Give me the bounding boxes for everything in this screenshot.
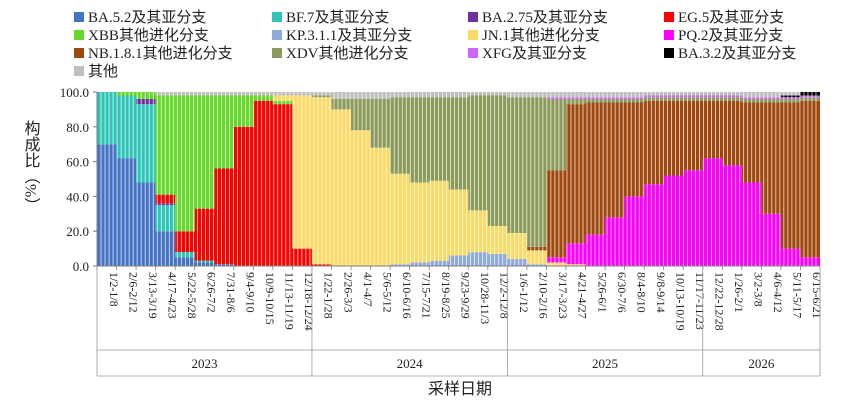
- legend-swatch: [468, 12, 478, 22]
- legend-item: BA.2.75及其亚分支: [468, 9, 608, 26]
- legend-label: BA.5.2及其亚分支: [88, 9, 206, 26]
- x-tick-label: 3/17-3/23: [556, 272, 570, 319]
- legend-label: XBB其他进化分支: [88, 27, 209, 44]
- legend-label: BF.7及其亚分支: [286, 9, 389, 26]
- x-tick-label: 1/6-1/12: [517, 272, 531, 313]
- x-tick-label: 4/6-4/12: [771, 272, 785, 313]
- legend-item: PQ.2及其亚分支: [664, 27, 783, 44]
- y-tick-label: 80.0: [66, 120, 89, 135]
- x-tick-label: 2/10-2/16: [537, 272, 551, 319]
- x-tick-label: 4/21-4/27: [576, 272, 590, 319]
- x-tick-label: 9/4-9/10: [244, 272, 258, 313]
- x-tick-label: 4/1-4/7: [361, 272, 375, 307]
- x-tick-label: 11/17-11/23: [693, 272, 707, 330]
- x-tick-label: 3/13-3/19: [146, 272, 160, 319]
- x-tick-label: 7/15-7/21: [419, 272, 433, 319]
- x-tick-label: 10/28-11/3: [478, 272, 492, 324]
- y-axis: 0.0 20.0 40.0 60.0 80.0 100.0: [60, 85, 98, 274]
- x-axis: 1/2-1/8 2/6-2/12 3/13-3/19 4/17-4/23 5/22-5/…: [96, 265, 824, 377]
- legend-swatch: [664, 30, 674, 40]
- x-tick-label: 3/2-3/8: [752, 272, 766, 307]
- x-tick-label: 5/26-6/1: [595, 272, 609, 313]
- legend-item: BA.5.2及其亚分支: [74, 9, 206, 26]
- x-tick-label: 12/22-12/28: [713, 272, 727, 331]
- year-label: 2026: [748, 356, 775, 371]
- x-tick-label: 12/18-12/24: [302, 272, 316, 331]
- legend-swatch: [74, 30, 84, 40]
- x-tick-label: 2/6-2/12: [126, 272, 140, 313]
- legend-item: 其他: [74, 63, 118, 80]
- x-axis-title: 采样日期: [428, 380, 492, 398]
- legend-label: BA.3.2及其亚分支: [678, 45, 796, 62]
- legend-item: EG.5及其亚分支: [664, 9, 784, 26]
- year-label: 2025: [592, 356, 618, 371]
- x-tick-label: 5/22-5/28: [185, 272, 199, 319]
- legend-label: JN.1其他进化分支: [482, 27, 600, 44]
- legend-label: BA.2.75及其亚分支: [482, 9, 608, 26]
- x-tick-label: 10/9-10/15: [263, 272, 277, 325]
- legend-label: XFG及其亚分支: [482, 45, 587, 62]
- year-label: 2023: [191, 356, 217, 371]
- legend-swatch: [272, 48, 282, 58]
- legend-swatch: [272, 12, 282, 22]
- x-tick-label: 4/17-4/23: [165, 272, 179, 319]
- x-tick-label: 5/11-5/17: [791, 272, 805, 318]
- y-tick-label: 0.0: [73, 259, 89, 274]
- x-tick-label: 5/6-5/12: [380, 272, 394, 313]
- x-tick-label: 7/31-8/6: [224, 272, 238, 313]
- x-tick-label: 9/23-9/29: [459, 272, 473, 319]
- y-tick-label: 100.0: [60, 85, 89, 100]
- legend-item: NB.1.8.1其他进化分支: [74, 45, 233, 62]
- legend-swatch: [664, 12, 674, 22]
- y-tick-label: 40.0: [66, 189, 89, 204]
- legend-item: BA.3.2及其亚分支: [664, 45, 796, 62]
- x-tick-label: 6/26-7/2: [204, 272, 218, 313]
- x-tick-label: 1/22-1/28: [322, 272, 336, 319]
- legend-label: KP.3.1.1及其亚分支: [286, 27, 412, 44]
- x-tick-label: 2/26-3/3: [341, 272, 355, 313]
- y-tick-label: 60.0: [66, 155, 89, 170]
- y-tick-label: 20.0: [66, 224, 89, 239]
- x-tick-label: 11/13-11/19: [283, 272, 297, 330]
- legend-label: PQ.2及其亚分支: [678, 27, 783, 44]
- legend: BA.5.2及其亚分支 BF.7及其亚分支 BA.2.75及其亚分支 EG.5及其亚分…: [74, 9, 796, 80]
- legend-item: KP.3.1.1及其亚分支: [272, 27, 412, 44]
- x-tick-label: 12/2-12/8: [498, 272, 512, 319]
- x-tick-label: 9/8-9/14: [654, 272, 668, 313]
- legend-item: JN.1其他进化分支: [468, 27, 600, 44]
- legend-item: XBB其他进化分支: [74, 27, 209, 44]
- legend-item: BF.7及其亚分支: [272, 9, 389, 26]
- x-tick-label: 10/13-10/19: [673, 272, 687, 331]
- year-label: 2024: [397, 356, 424, 371]
- separators: [100, 92, 817, 266]
- legend-swatch: [468, 48, 478, 58]
- x-tick-label: 8/4-8/10: [634, 272, 648, 313]
- legend-label: NB.1.8.1其他进化分支: [88, 45, 233, 62]
- legend-label: XDV其他进化分支: [286, 45, 409, 62]
- x-tick-label: 8/19-8/25: [439, 272, 453, 319]
- y-axis-title: 构成比（%）: [22, 120, 41, 213]
- x-tick-label: 6/10-6/16: [400, 272, 414, 319]
- legend-label: EG.5及其亚分支: [678, 9, 784, 26]
- legend-item: XFG及其亚分支: [468, 45, 587, 62]
- x-tick-label: 1/2-1/8: [107, 272, 121, 307]
- x-tick-label: 6/30-7/6: [615, 272, 629, 313]
- legend-label: 其他: [88, 63, 118, 80]
- legend-swatch: [74, 66, 84, 76]
- legend-swatch: [272, 30, 282, 40]
- legend-swatch: [468, 30, 478, 40]
- legend-item: XDV其他进化分支: [272, 45, 409, 62]
- legend-swatch: [74, 12, 84, 22]
- x-tick-label: 1/26-2/1: [732, 272, 746, 313]
- legend-swatch: [74, 48, 84, 58]
- legend-swatch: [664, 48, 674, 58]
- x-tick-label: 6/15-6/21: [810, 272, 824, 319]
